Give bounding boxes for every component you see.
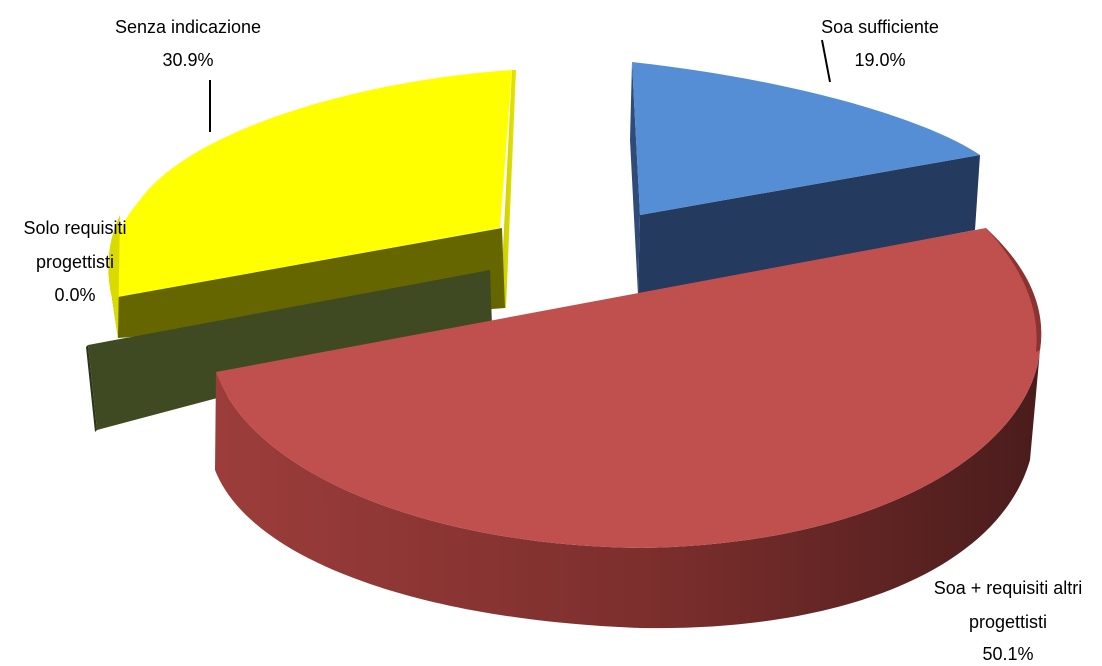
label-soa-requisiti-altri: Soa + requisiti altri progettisti 50.1%	[934, 578, 1083, 664]
slice-solo-requisiti	[86, 270, 492, 432]
label-solo-requisiti-value: 0.0%	[54, 285, 95, 305]
leader-line-soa-sufficiente	[821, 39, 831, 83]
label-soa-requisiti-altri-line2: progettisti	[969, 612, 1047, 632]
label-solo-requisiti: Solo requisiti progettisti 0.0%	[23, 218, 126, 305]
label-senza-indicazione-name: Senza indicazione	[115, 17, 261, 37]
slice-soa-requisiti-altri	[215, 228, 1042, 629]
slice-soa-sufficiente-top	[632, 62, 980, 215]
label-senza-indicazione-value: 30.9%	[162, 50, 213, 70]
slice-soa-requisiti-altri-side	[215, 350, 1040, 629]
slice-senza-indicazione-rim	[108, 215, 120, 338]
slice-solo-requisiti-face	[88, 270, 492, 430]
slice-soa-requisiti-altri-top	[216, 228, 1041, 548]
slice-soa-sufficiente	[630, 62, 980, 295]
slice-senza-indicazione-top	[109, 70, 512, 298]
label-soa-sufficiente-value: 19.0%	[854, 50, 905, 70]
slice-solo-requisiti-edge	[86, 345, 97, 432]
label-solo-requisiti-line2: progettisti	[36, 252, 114, 272]
label-senza-indicazione: Senza indicazione 30.9%	[115, 17, 261, 70]
label-solo-requisiti-line1: Solo requisiti	[23, 218, 126, 238]
slice-senza-indicazione-side	[500, 70, 516, 308]
label-soa-requisiti-altri-value: 50.1%	[982, 644, 1033, 664]
label-soa-sufficiente-name: Soa sufficiente	[821, 17, 939, 37]
label-soa-sufficiente: Soa sufficiente 19.0%	[821, 17, 939, 70]
slice-soa-sufficiente-inner	[638, 155, 980, 295]
slice-soa-sufficiente-edge	[630, 62, 640, 295]
slice-soa-requisiti-altri-edge	[986, 228, 1042, 352]
label-soa-requisiti-altri-line1: Soa + requisiti altri	[934, 578, 1083, 598]
